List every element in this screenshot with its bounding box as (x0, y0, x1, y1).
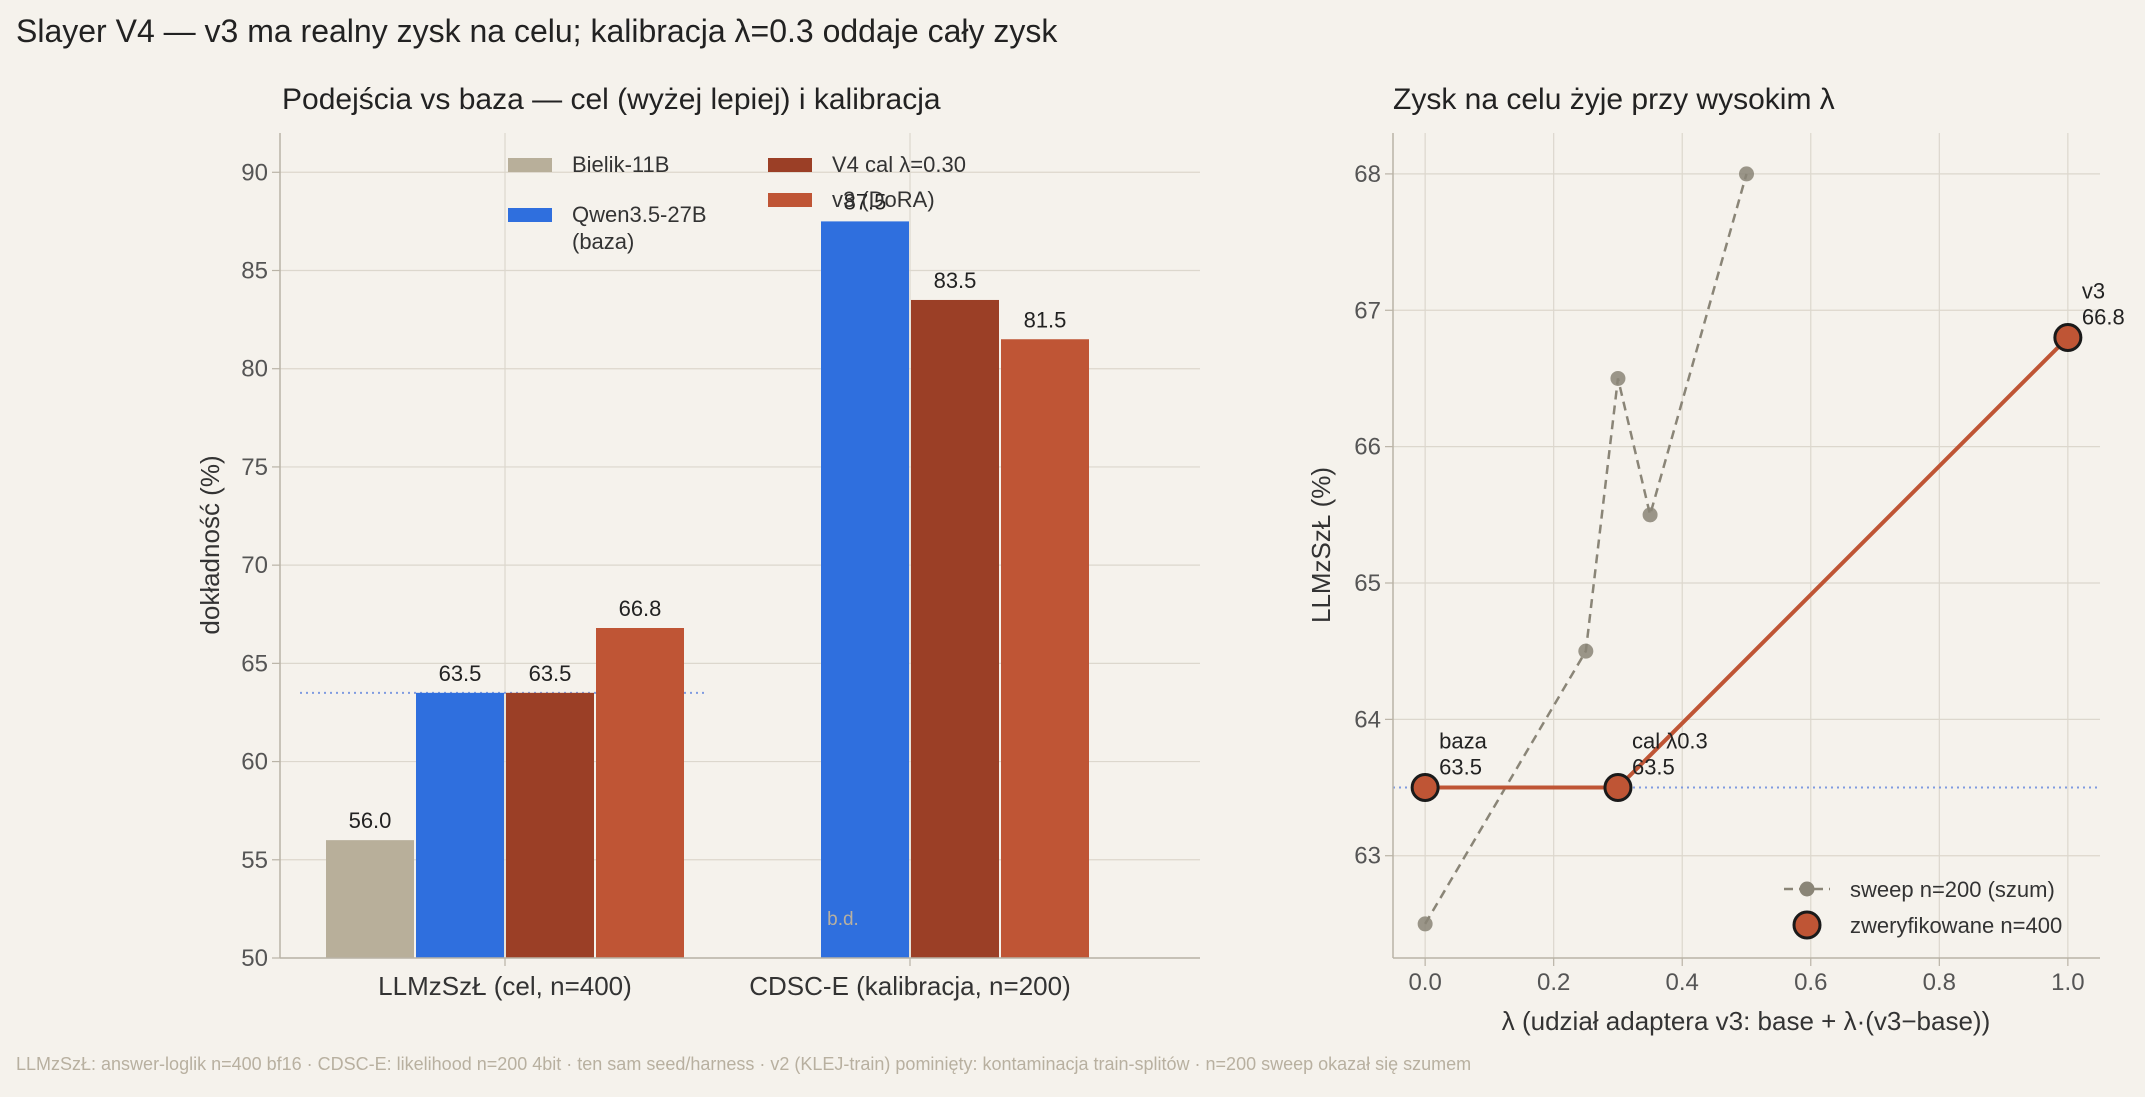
point-annotation: baza (1439, 729, 1487, 754)
x-tick-label: 0.2 (1537, 969, 1570, 996)
x-tick-label: 0.8 (1923, 969, 1956, 996)
bar (416, 692, 504, 958)
legend-label: sweep n=200 (szum) (1850, 877, 2055, 902)
sweep-point (1417, 916, 1433, 932)
legend-label: Bielik-11B (572, 152, 669, 177)
verified-point (2053, 323, 2083, 353)
bar-value-label: 87.5 (844, 189, 887, 214)
bar-value-label: 81.5 (1024, 307, 1067, 332)
verified-point (1603, 773, 1633, 803)
x-tick-label: 0.6 (1794, 969, 1827, 996)
y-tick-label: 90 (241, 159, 268, 186)
chart-title: Zysk na celu żyje przy wysokim λ (1393, 83, 1835, 116)
sweep-point (1610, 370, 1626, 386)
bar (506, 692, 594, 958)
y-tick-label: 65 (241, 650, 268, 677)
y-tick-label: 70 (241, 552, 268, 579)
x-tick-label: 0.0 (1408, 969, 1441, 996)
y-tick-label: 63 (1354, 843, 1381, 870)
point-annotation: 63.5 (1632, 755, 1675, 780)
x-category-label: LLMzSzŁ (cel, n=400) (378, 971, 632, 1001)
y-tick-label: 64 (1354, 706, 1381, 733)
bar-value-label: 63.5 (439, 661, 482, 686)
x-axis-label: λ (udział adaptera v3: base + λ·(v3−base… (1502, 1006, 1990, 1036)
y-tick-label: 80 (241, 356, 268, 383)
bar-value-label: 56.0 (349, 808, 392, 833)
missing-value-label: b.d. (827, 909, 859, 930)
y-tick-label: 85 (241, 258, 268, 285)
bar (326, 840, 414, 958)
bar (911, 299, 999, 958)
legend-label: zweryfikowane n=400 (1850, 913, 2062, 938)
y-tick-label: 50 (241, 945, 268, 972)
y-tick-label: 75 (241, 454, 268, 481)
y-tick-label: 66 (1354, 434, 1381, 461)
figure-title: Slayer V4 — v3 ma realny zysk na celu; k… (16, 13, 1058, 49)
footer-note: LLMzSzŁ: answer-loglik n=400 bf16 · CDSC… (16, 1054, 1471, 1074)
bar-value-label: 66.8 (619, 596, 662, 621)
bar (821, 221, 909, 959)
legend-marker (1799, 881, 1815, 897)
bar-value-label: 63.5 (529, 661, 572, 686)
legend-swatch (768, 158, 812, 172)
legend-swatch (768, 193, 812, 207)
legend-label: v3 (DoRA) (832, 187, 935, 212)
legend-swatch (508, 158, 552, 172)
y-axis-label: dokładność (%) (195, 455, 225, 634)
x-tick-label: 0.4 (1666, 969, 1699, 996)
y-tick-label: 68 (1354, 161, 1381, 188)
y-tick-label: 67 (1354, 297, 1381, 324)
bar (1001, 339, 1089, 958)
point-annotation: 63.5 (1439, 755, 1482, 780)
sweep-line (1424, 173, 1748, 925)
legend-marker (1792, 910, 1822, 940)
point-annotation: cal λ0.3 (1632, 729, 1708, 754)
bar (596, 628, 684, 958)
chart-title: Podejścia vs baza — cel (wyżej lepiej) i… (282, 83, 941, 116)
x-category-label: CDSC-E (kalibracja, n=200) (749, 971, 1071, 1001)
y-axis-label: LLMzSzŁ (%) (1306, 467, 1336, 623)
legend-label-line: Qwen3.5-27B (572, 202, 707, 227)
point-annotation: v3 (2082, 279, 2105, 304)
x-tick-label: 1.0 (2051, 969, 2084, 996)
sweep-point (1578, 643, 1594, 659)
sweep-point (1642, 507, 1658, 523)
y-tick-label: 65 (1354, 570, 1381, 597)
bar-chart: 50 55 60 65 70 75 80 85 90 56.0 63.5 87.5 63.5 83.5 66… (195, 83, 1200, 1001)
y-tick-label: 55 (241, 847, 268, 874)
point-annotation: 66.8 (2082, 305, 2125, 330)
sweep-point (1739, 166, 1754, 182)
legend-swatch (508, 208, 552, 222)
legend-label: V4 cal λ=0.30 (832, 152, 966, 177)
legend-label-line: (baza) (572, 229, 634, 254)
legend-label: Qwen3.5-27B (baza) (572, 202, 707, 254)
bar-value-label: 83.5 (934, 268, 977, 293)
verified-point (1410, 773, 1440, 803)
verified-line (1425, 336, 2070, 790)
y-tick-label: 60 (241, 749, 268, 776)
